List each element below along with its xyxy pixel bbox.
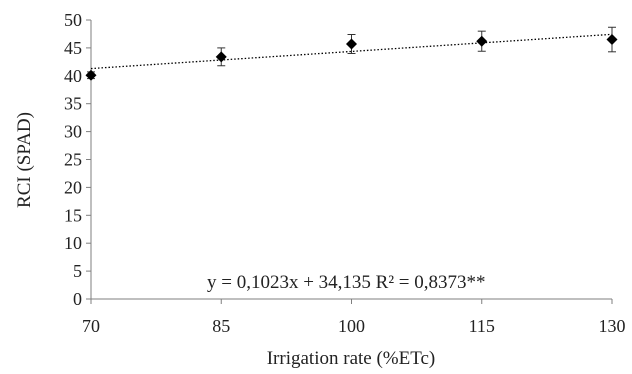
x-tick-label: 130 — [599, 316, 626, 336]
x-tick-label: 85 — [212, 316, 230, 336]
equation-annotation: y = 0,1023x + 34,135 R² = 0,8373** — [207, 272, 486, 293]
y-tick-label: 15 — [64, 205, 82, 225]
trendline — [90, 33, 613, 70]
data-points — [85, 34, 618, 81]
data-point — [215, 51, 227, 63]
y-tick-label: 50 — [64, 10, 82, 30]
data-point — [85, 69, 97, 81]
y-tick-label: 0 — [73, 289, 82, 309]
x-tick-label: 115 — [469, 316, 495, 336]
y-tick-label: 10 — [64, 233, 82, 253]
error-bars — [87, 26, 616, 80]
data-point — [346, 38, 357, 50]
y-tick-label: 40 — [64, 66, 82, 86]
y-tick-label: 35 — [64, 94, 82, 114]
y-tick-label: 45 — [64, 38, 82, 58]
y-axis-title: RCI (SPAD) — [14, 112, 35, 208]
y-tick-label: 20 — [64, 177, 82, 197]
x-tick-label: 100 — [338, 316, 365, 336]
y-tick-label: 30 — [64, 122, 82, 142]
y-tick-label: 25 — [64, 150, 82, 170]
x-axis-ticks: 70 85 100 115 130 — [82, 299, 626, 336]
x-tick-label: 70 — [82, 316, 100, 336]
y-axis-ticks: 0 5 10 15 20 25 30 35 40 45 50 — [64, 10, 91, 309]
data-point — [476, 35, 488, 47]
data-point — [606, 34, 618, 46]
plot-area: 0 5 10 15 20 25 30 35 40 45 50 70 85 100 115 130 — [64, 10, 626, 336]
y-tick-label: 5 — [73, 261, 82, 281]
x-axis-title: Irrigation rate (%ETc) — [267, 348, 436, 369]
